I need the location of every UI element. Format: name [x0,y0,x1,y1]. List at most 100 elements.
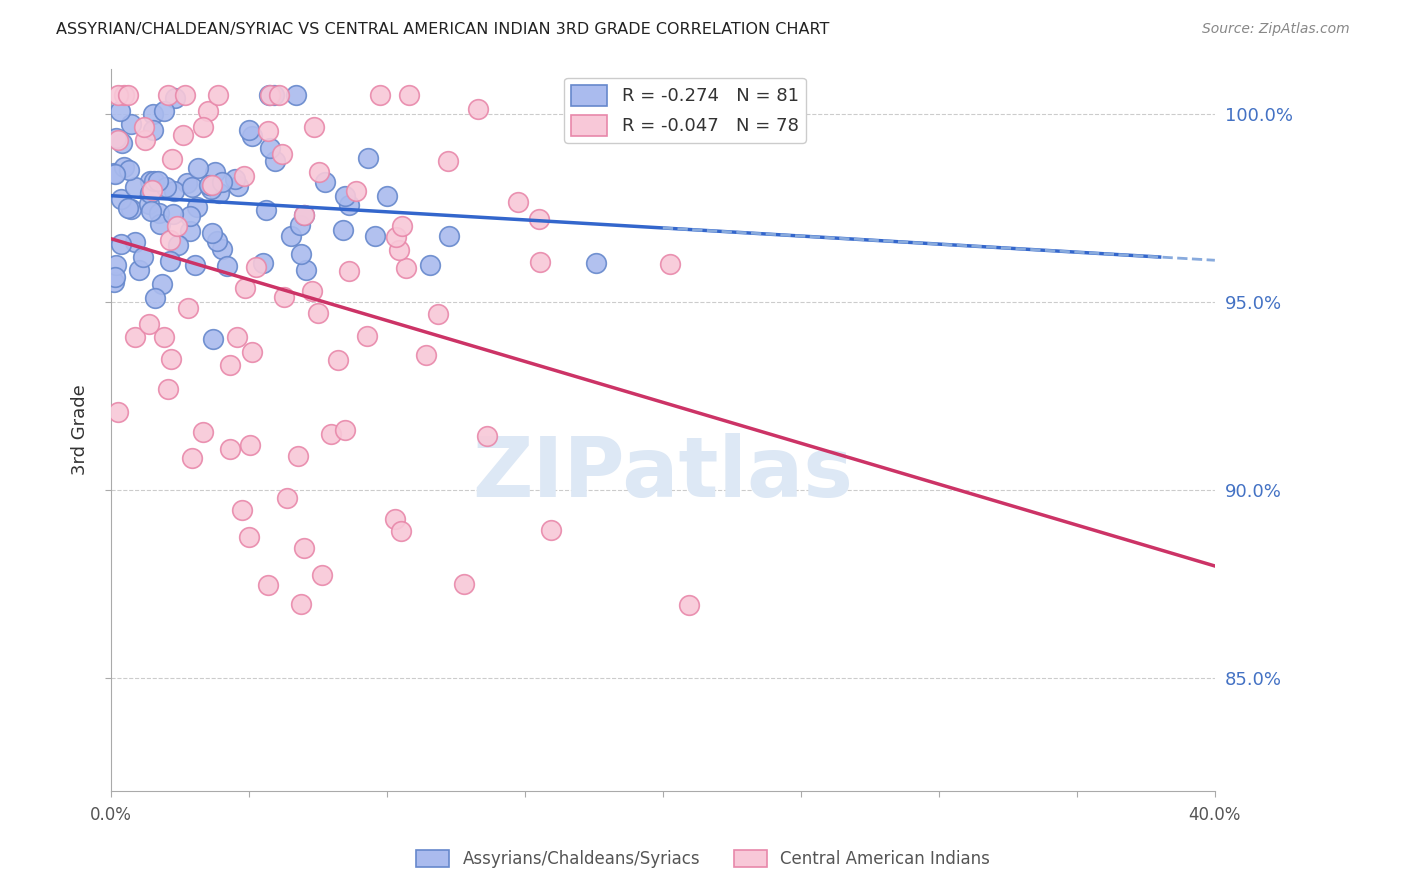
Point [104,269,127,284]
Point [197,104,219,119]
Point [166,219,188,233]
Point [208,186,231,201]
Point [418,258,440,272]
Point [219,442,242,456]
Point [179,223,201,237]
Point [280,229,302,244]
Point [254,202,277,217]
Point [337,197,360,211]
Point [284,87,307,102]
Point [124,180,146,194]
Point [240,345,263,359]
Point [238,531,260,545]
Point [110,192,132,206]
Point [142,107,165,121]
Point [356,328,378,343]
Point [231,503,253,517]
Point [107,405,129,419]
Point [165,91,187,105]
Legend: Assyrians/Chaldeans/Syriacs, Central American Indians: Assyrians/Chaldeans/Syriacs, Central Ame… [409,843,997,875]
Point [117,201,139,215]
Point [187,161,209,175]
Point [177,301,200,315]
Point [287,450,309,464]
Text: Source: ZipAtlas.com: Source: ZipAtlas.com [1202,22,1350,37]
Point [328,352,350,367]
Point [139,174,162,188]
Point [357,152,380,166]
Point [384,512,406,526]
Point [301,284,323,298]
Point [290,597,312,611]
Point [172,128,194,142]
Point [224,172,246,186]
Point [257,578,280,592]
Point [259,87,281,102]
Point [153,103,176,118]
Point [228,179,250,194]
Point [150,277,173,291]
Point [124,330,146,344]
Point [337,264,360,278]
Point [292,541,315,555]
Point [112,160,135,174]
Point [186,200,208,214]
Point [294,263,316,277]
Point [211,175,233,189]
Point [540,524,562,538]
Point [218,358,240,372]
Point [148,217,170,231]
Point [117,87,139,102]
Point [134,133,156,147]
Point [215,260,238,274]
Point [477,429,499,443]
Legend: R = -0.274   N = 81, R = -0.047   N = 78: R = -0.274 N = 81, R = -0.047 N = 78 [564,78,806,143]
Point [467,102,489,116]
Point [264,154,287,169]
Y-axis label: 3rd Grade: 3rd Grade [72,384,89,475]
Point [105,258,128,272]
Point [157,382,180,396]
Point [415,348,437,362]
Point [120,202,142,217]
Point [239,438,262,452]
Point [143,291,166,305]
Point [160,152,183,166]
Point [110,237,132,252]
Point [138,197,160,211]
Point [252,255,274,269]
Text: 40.0%: 40.0% [1188,806,1241,824]
Point [103,275,125,289]
Point [167,238,190,252]
Point [368,87,391,102]
Point [385,230,408,244]
Text: ZIPatlas: ZIPatlas [472,433,853,514]
Point [104,168,127,182]
Point [257,124,280,138]
Point [162,185,184,199]
Point [143,174,166,188]
Point [156,87,179,102]
Point [240,129,263,144]
Point [107,87,129,102]
Point [159,254,181,268]
Point [155,179,177,194]
Point [658,256,681,270]
Point [205,234,228,248]
Point [269,87,291,102]
Point [311,568,333,582]
Point [292,208,315,222]
Point [344,184,367,198]
Point [319,426,342,441]
Point [375,189,398,203]
Point [162,207,184,221]
Point [226,330,249,344]
Point [273,291,295,305]
Point [120,117,142,131]
Point [181,180,204,194]
Point [181,450,204,465]
Point [238,122,260,136]
Point [263,87,285,102]
Point [395,261,418,276]
Point [128,263,150,277]
